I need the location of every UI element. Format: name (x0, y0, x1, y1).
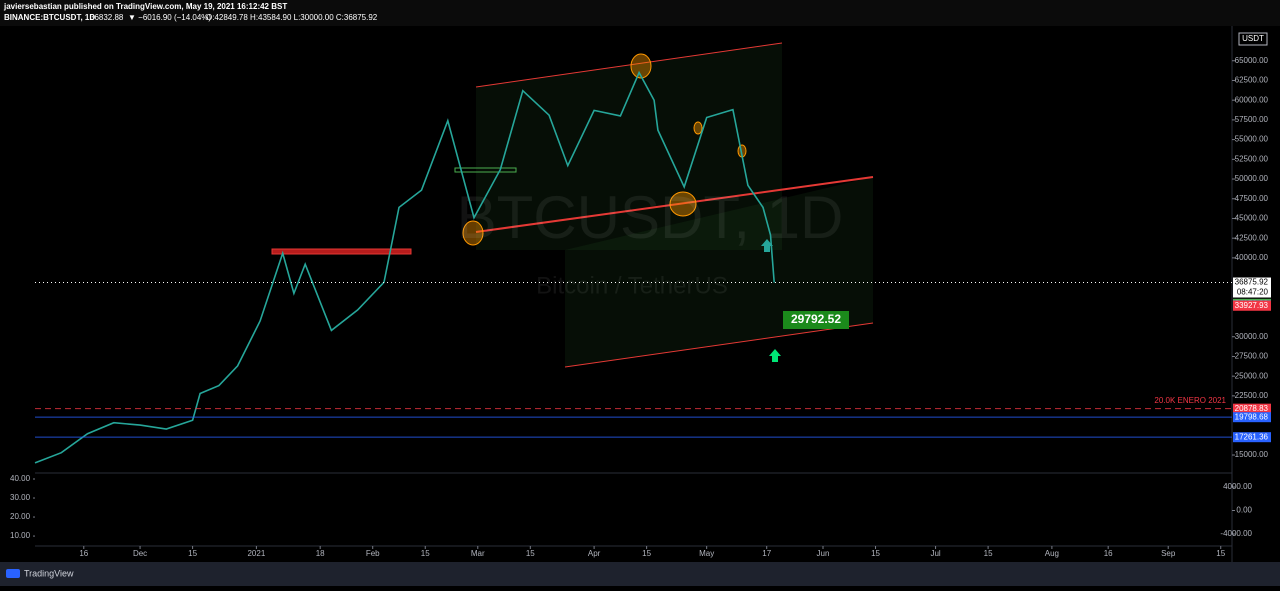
arrow-up (769, 349, 781, 362)
y-tick-label: 52500.00 (1235, 154, 1269, 163)
osc-tick-label: 40.00 (10, 474, 31, 483)
price-tag-label: 20878.83 (1235, 404, 1269, 413)
y-tick-label: 47500.00 (1235, 194, 1269, 203)
channel-line (564, 322, 874, 368)
arrow-up (761, 239, 773, 252)
price-tag-label: 19798.68 (1235, 412, 1269, 421)
y-tick-label: 57500.00 (1235, 115, 1269, 124)
x-tick-label: 15 (1216, 549, 1225, 558)
osc-tick-label: 0.00 (1236, 506, 1252, 515)
x-tick-label: Apr (588, 549, 601, 558)
currency-box (1238, 32, 1268, 46)
price-tag (1233, 412, 1271, 423)
marker (669, 191, 697, 217)
osc-tick-label: -4000.00 (1220, 529, 1252, 538)
annotation-box (783, 311, 849, 329)
y-tick-label: 62500.00 (1235, 76, 1269, 85)
marker (630, 53, 652, 79)
y-tick-label: 30000.00 (1235, 332, 1269, 341)
shaded-zone (476, 43, 782, 250)
x-tick-label: Jun (817, 549, 830, 558)
channel-line (475, 42, 783, 88)
price-tag (1233, 403, 1271, 414)
osc-tick-label: 20.00 (10, 512, 31, 521)
price-tag-label: 36875.92 (1235, 278, 1269, 287)
x-tick-label: 2021 (247, 549, 265, 558)
currency: USDT (1242, 34, 1264, 43)
y-tick-label: 40000.00 (1235, 253, 1269, 262)
resistance-box (271, 248, 412, 255)
x-tick-label: 15 (526, 549, 535, 558)
y-tick-label: 42500.00 (1235, 233, 1269, 242)
x-tick-label: May (699, 549, 714, 558)
x-tick-label: 15 (984, 549, 993, 558)
annotation: 29792.52 (791, 312, 841, 326)
price-tag (1233, 300, 1271, 311)
y-tick-label: 22500.00 (1235, 391, 1269, 400)
countdown: 08:47:20 (1237, 288, 1269, 297)
y-tick-label: 60000.00 (1235, 95, 1269, 104)
watermark: BTCUSDT, 1D (457, 184, 844, 251)
author-line: javiersebastian published on TradingView… (3, 2, 287, 11)
price-tag-label: 17261.36 (1235, 432, 1269, 441)
footer-bar (0, 562, 1280, 586)
osc-tick-label: 10.00 (10, 531, 31, 540)
x-tick-label: Mar (471, 549, 485, 558)
x-tick-label: 15 (642, 549, 651, 558)
price-tag (1233, 432, 1271, 443)
price-tag (1233, 277, 1271, 298)
channel-line (475, 176, 874, 233)
x-tick-label: Jul (930, 549, 940, 558)
watermark-sub: Bitcoin / TetherUS (536, 272, 728, 299)
annotation: 20.0K ENERO 2021 (1154, 396, 1226, 405)
brand: TradingView (24, 568, 74, 578)
header-bar (0, 0, 1280, 26)
x-tick-label: 18 (316, 549, 325, 558)
y-tick-label: 45000.00 (1235, 214, 1269, 223)
osc-tick-label: 30.00 (10, 493, 31, 502)
price-tag-label: 33927.93 (1235, 301, 1269, 310)
y-tick-label: 25000.00 (1235, 371, 1269, 380)
y-tick-label: 27500.00 (1235, 352, 1269, 361)
y-tick-label: 65000.00 (1235, 56, 1269, 65)
change: ▼ −6016.90 (−14.04%) (128, 13, 211, 22)
y-tick-label: 55000.00 (1235, 135, 1269, 144)
x-tick-label: 15 (421, 549, 430, 558)
y-tick-label: 15000.00 (1235, 450, 1269, 459)
marker (462, 220, 484, 246)
x-tick-label: Dec (133, 549, 147, 558)
x-tick-label: 16 (1104, 549, 1113, 558)
x-tick-label: Feb (366, 549, 380, 558)
price-line (34, 70, 775, 464)
x-tick-label: 16 (79, 549, 88, 558)
x-tick-label: 15 (188, 549, 197, 558)
marker (693, 121, 703, 135)
x-tick-label: Aug (1045, 549, 1059, 558)
logo (6, 569, 20, 578)
x-tick-label: 15 (871, 549, 880, 558)
support-box (454, 167, 517, 173)
last-price: 36832.88 (90, 13, 124, 22)
osc-tick-label: 4000.00 (1223, 482, 1252, 491)
y-tick-label: 50000.00 (1235, 174, 1269, 183)
x-tick-label: 17 (762, 549, 771, 558)
symbol: BINANCE:BTCUSDT, 1D (4, 13, 95, 22)
ohlc: O:42849.78 H:43584.90 L:30000.00 C:36875… (206, 13, 378, 22)
x-tick-label: Sep (1161, 549, 1176, 558)
